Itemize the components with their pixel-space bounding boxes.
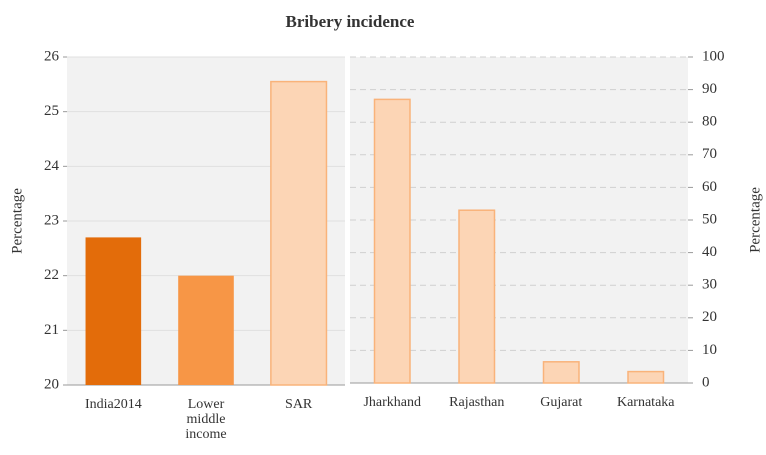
x-tick-label: Rajasthan <box>449 395 505 410</box>
x-tick-label: Gujarat <box>540 395 583 410</box>
y-tick-label: 0 <box>702 374 710 390</box>
y-tick-label: 80 <box>702 114 717 130</box>
bar <box>270 80 328 386</box>
y-tick-label: 70 <box>702 146 717 162</box>
y-tick-label: 100 <box>702 48 725 64</box>
y-tick-label: 60 <box>702 179 717 195</box>
y-tick-label: 25 <box>44 103 59 119</box>
y-tick-label: 23 <box>44 212 59 228</box>
y-tick-label: 20 <box>44 376 59 392</box>
bar <box>373 98 411 384</box>
y-axis-label: Percentage <box>747 187 763 253</box>
y-tick-label: 22 <box>44 267 59 283</box>
y-axis-label: Percentage <box>9 188 25 254</box>
y-tick-label: 24 <box>44 158 60 174</box>
y-tick-label: 40 <box>702 244 717 260</box>
chart-title: Bribery incidence <box>286 12 415 31</box>
x-tick-label: Jharkhand <box>363 395 422 410</box>
x-tick-label: SAR <box>285 397 313 412</box>
x-tick-label: Karnataka <box>616 395 675 410</box>
bar <box>542 361 580 384</box>
y-tick-label: 10 <box>702 342 717 358</box>
bar <box>627 370 665 384</box>
bar <box>85 237 142 385</box>
bar <box>178 275 234 385</box>
y-tick-label: 30 <box>702 277 717 293</box>
y-tick-label: 20 <box>702 309 717 325</box>
y-tick-label: 90 <box>702 81 717 97</box>
x-tick-label: Lower middle income <box>185 397 227 442</box>
y-tick-label: 50 <box>702 211 717 227</box>
x-tick-label: India2014 <box>84 397 142 412</box>
y-tick-label: 21 <box>44 322 59 338</box>
bar <box>458 209 496 384</box>
y-tick-label: 26 <box>44 48 60 64</box>
